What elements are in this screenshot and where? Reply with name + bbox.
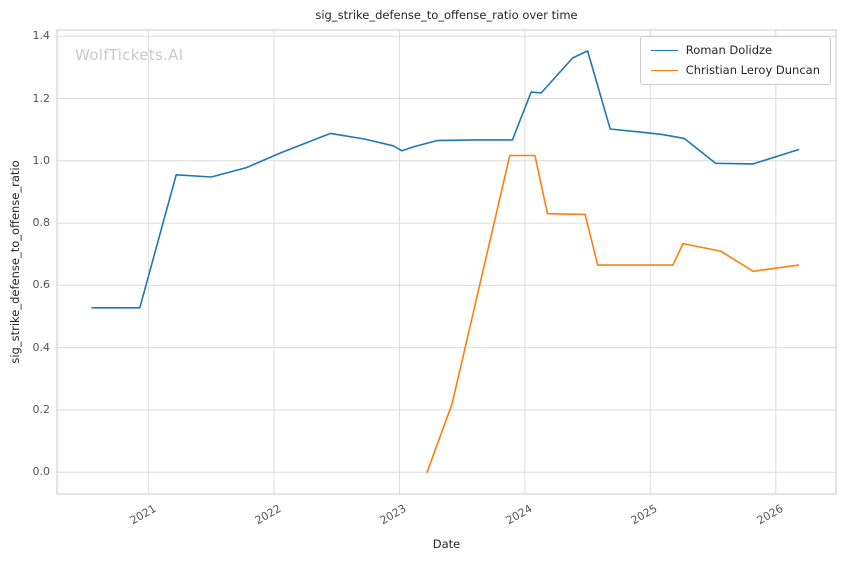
y-tick-label: 1.0: [32, 153, 51, 167]
legend: Roman Dolidze Christian Leroy Duncan: [639, 36, 831, 85]
legend-item: Christian Leroy Duncan: [650, 63, 820, 77]
y-tick-label: 0.2: [32, 402, 51, 416]
y-tick-label: 0.6: [32, 278, 51, 292]
series-line-christian-leroy-duncan: [426, 154, 800, 474]
legend-line-swatch: [650, 50, 678, 51]
chart-title: sig_strike_defense_to_offense_ratio over…: [315, 8, 578, 22]
legend-line-swatch: [650, 70, 678, 71]
y-tick-label: 1.4: [32, 29, 51, 43]
legend-label: Christian Leroy Duncan: [685, 63, 820, 77]
plot-frame: [56, 29, 837, 495]
series-line-roman-dolidze: [91, 50, 800, 309]
watermark: WolfTickets.AI: [75, 46, 184, 64]
legend-label: Roman Dolidze: [685, 43, 773, 57]
y-tick-label: 0.0: [32, 465, 51, 479]
y-tick-label: 0.4: [32, 340, 51, 354]
legend-item: Roman Dolidze: [650, 43, 820, 57]
x-axis-label: Date: [432, 537, 461, 551]
y-tick-label: 0.8: [32, 216, 51, 230]
y-tick-label: 1.2: [32, 91, 51, 105]
y-axis-label: sig_strike_defense_to_offense_ratio: [8, 160, 22, 364]
